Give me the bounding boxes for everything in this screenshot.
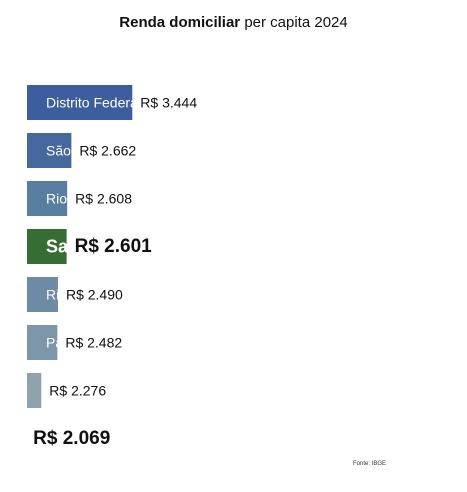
bar-label-mato-grosso: Mato Grosso bbox=[46, 383, 126, 399]
value-label-sao-paulo: R$ 2.662 bbox=[79, 143, 136, 159]
chart-title: Renda domiciliar per capita 2024 bbox=[0, 14, 467, 31]
chart-title-rest: per capita 2024 bbox=[244, 14, 348, 31]
value-label-rio-de-janeiro: R$ 2.490 bbox=[66, 287, 123, 303]
value-label-santa-catarina: R$ 2.601 bbox=[75, 236, 153, 257]
bar-label-santa-catarina: Santa Catarina bbox=[46, 237, 173, 257]
bar-parana bbox=[27, 325, 58, 360]
bar-label-rio-de-janeiro: Rio de Janeiro bbox=[46, 287, 136, 303]
value-label-parana: R$ 2.482 bbox=[65, 335, 122, 351]
bar-sao-paulo bbox=[27, 133, 72, 168]
value-label-distrito-federal: R$ 3.444 bbox=[140, 95, 197, 111]
bar-mato-grosso bbox=[27, 373, 42, 408]
source-note: Fonte: IBGE bbox=[353, 461, 387, 467]
value-label-media-brasileira: R$ 2.069 bbox=[33, 428, 110, 449]
chart-title-bold: Renda domiciliar bbox=[119, 14, 241, 31]
bar-rio-grande-do-sul bbox=[27, 181, 68, 216]
bar-distrito-federal bbox=[27, 85, 133, 120]
bar-label-rio-grande-do-sul: Rio Grande do Sul bbox=[46, 191, 161, 207]
value-label-rio-grande-do-sul: R$ 2.608 bbox=[75, 191, 132, 207]
bar-rio-de-janeiro bbox=[27, 277, 58, 312]
bar-santa-catarina bbox=[27, 229, 67, 264]
bar-label-sao-paulo: São Paulo bbox=[46, 143, 111, 159]
bar-label-distrito-federal: Distrito Federal bbox=[46, 95, 141, 111]
bar-label-media-brasileira: Média brasileira bbox=[46, 431, 145, 447]
bar-label-parana: Paraná bbox=[46, 335, 91, 351]
value-label-mato-grosso: R$ 2.276 bbox=[49, 383, 106, 399]
